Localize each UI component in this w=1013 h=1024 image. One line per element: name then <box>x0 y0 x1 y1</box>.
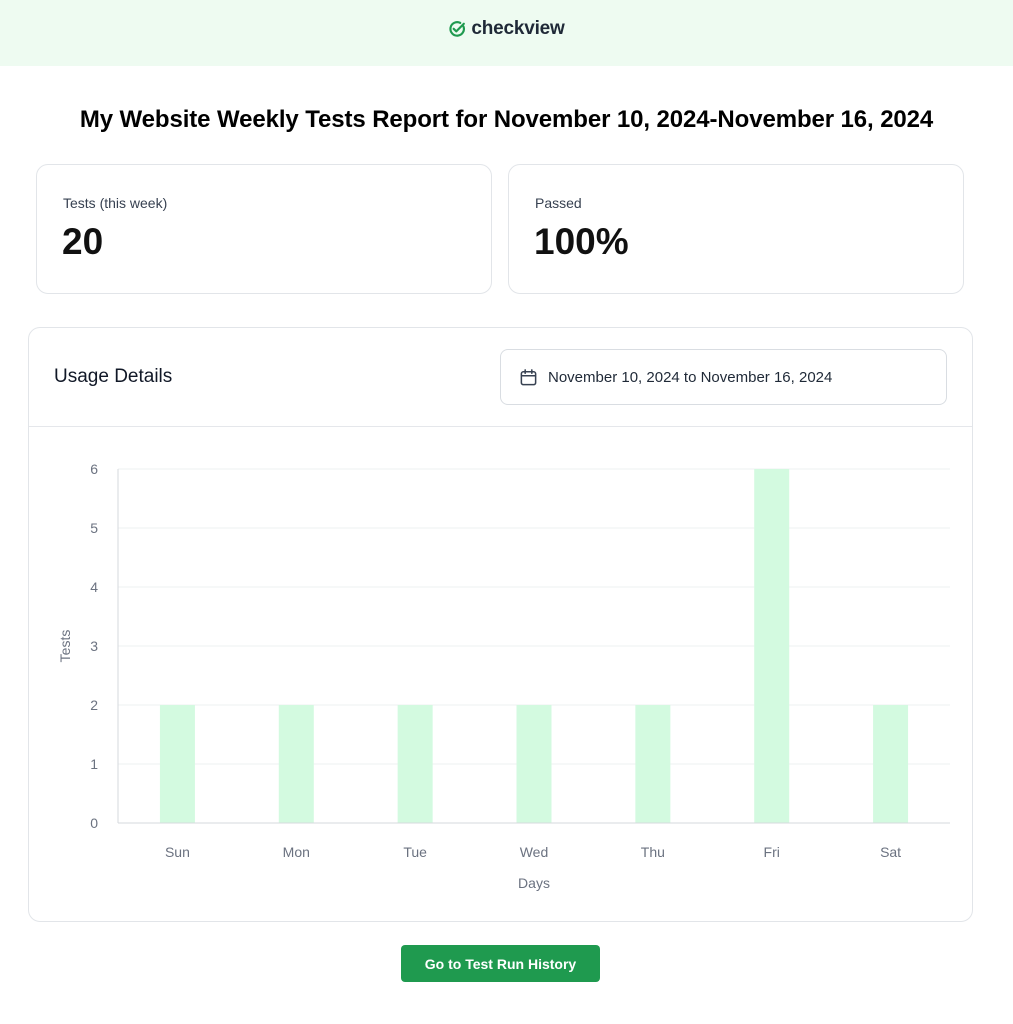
date-range-picker[interactable]: November 10, 2024 to November 16, 2024 <box>500 349 947 405</box>
x-tick-label: Sun <box>165 844 190 860</box>
x-tick-label: Wed <box>520 844 549 860</box>
y-tick-label: 6 <box>90 461 98 477</box>
check-circle-icon <box>449 21 466 37</box>
bar-tue[interactable] <box>397 705 433 823</box>
tests-stat-card: Tests (this week) 20 <box>36 164 492 294</box>
y-tick-label: 4 <box>90 579 98 595</box>
usage-title: Usage Details <box>54 366 173 387</box>
usage-header: Usage Details November 10, 2024 to Novem… <box>29 328 972 427</box>
bar-fri[interactable] <box>754 469 790 823</box>
usage-details-card: Usage Details November 10, 2024 to Novem… <box>28 327 973 922</box>
chart-svg: 0 1 2 3 4 5 6 Sun Mon Tue Wed Thu Fri Sat Tests Days <box>57 461 950 891</box>
y-tick-label: 0 <box>90 815 98 831</box>
bar-thu[interactable] <box>635 705 671 823</box>
passed-stat-card: Passed 100% <box>508 164 964 294</box>
x-tick-label: Tue <box>403 844 427 860</box>
brand-name: checkview <box>471 18 565 39</box>
stat-label: Tests (this week) <box>63 195 168 211</box>
y-tick-label: 1 <box>90 756 98 772</box>
y-tick-label: 2 <box>90 697 98 713</box>
x-tick-label: Thu <box>641 844 665 860</box>
y-axis-title: Tests <box>57 630 73 663</box>
bar-wed[interactable] <box>516 705 552 823</box>
bar-mon[interactable] <box>278 705 314 823</box>
brand-logo[interactable]: checkview <box>0 17 1013 41</box>
stat-label: Passed <box>535 195 582 211</box>
page-title: My Website Weekly Tests Report for Novem… <box>79 106 934 133</box>
stat-value: 20 <box>62 221 104 262</box>
stat-value: 100% <box>534 221 629 262</box>
bar-sun[interactable] <box>159 705 195 823</box>
top-header: checkview <box>0 0 1013 66</box>
x-tick-label: Mon <box>283 844 310 860</box>
y-tick-label: 3 <box>90 638 98 654</box>
y-tick-label: 5 <box>90 520 98 536</box>
test-run-history-button[interactable]: Go to Test Run History <box>401 945 600 982</box>
x-tick-label: Fri <box>764 844 780 860</box>
calendar-icon <box>520 368 537 385</box>
tests-bar-chart: 0 1 2 3 4 5 6 Sun Mon Tue Wed Thu Fri Sat Tests Days <box>29 428 972 921</box>
x-axis-title: Days <box>518 875 550 891</box>
x-tick-label: Sat <box>880 844 901 860</box>
bar-sat[interactable] <box>873 705 909 823</box>
date-range-text: November 10, 2024 to November 16, 2024 <box>548 368 833 386</box>
